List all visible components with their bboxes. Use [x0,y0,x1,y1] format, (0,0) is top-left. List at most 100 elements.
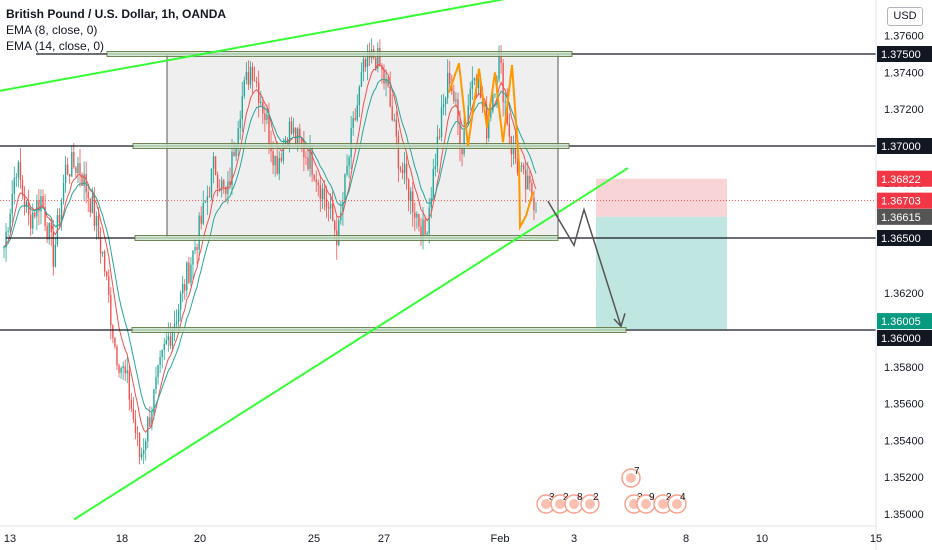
candle-body [455,99,457,102]
candle-body [502,63,504,102]
candle-body [184,284,186,291]
candle-body [216,175,219,189]
candle-body [508,123,510,137]
ema-slow-legend[interactable]: EMA (14, close, 0) [6,39,105,53]
candle-body [103,251,106,272]
candle-body [190,264,192,283]
stop-loss-zone [596,178,727,217]
price-tags-layer: 1.37500 1.37000 1.36500 1.36000 1.36822 1.367… [877,46,932,346]
level-zone-bar [131,327,627,333]
y-tick-label: 1.35400 [884,435,924,447]
event-flag-inner [672,499,682,509]
x-tick-label: 25 [308,533,320,545]
candle-body [282,143,285,161]
candle-body [95,215,98,226]
candle-body [399,168,402,170]
candle-body [206,196,209,203]
candle-body [218,188,221,191]
candle-body [446,72,449,98]
candle-body [91,196,94,213]
events-layer: 732823924 [536,466,687,514]
candle-body [233,152,235,157]
level-price-tag: 1.36000 [881,333,921,345]
x-tick-label: 10 [756,533,768,545]
candle-body [38,200,40,212]
candle-body [85,173,87,193]
y-tick-label: 1.35000 [884,509,924,521]
event-count-label: 7 [634,466,640,477]
candle-body [303,143,305,158]
x-tick-label: Feb [491,533,510,545]
candle-body [438,136,441,138]
event-count-label: 3 [549,492,555,503]
candle-body [504,101,506,103]
candle-body [403,163,406,174]
candle-body [77,163,79,173]
candle-body [418,214,420,227]
level-price-tag-bg [877,230,932,246]
candle-body [393,119,395,121]
candle-body [157,364,159,378]
candle-body [436,136,439,167]
candle-body [200,215,202,224]
candle-body [46,225,48,240]
candle-body [317,182,319,185]
candle-body [108,276,110,295]
candle-body [379,48,381,67]
y-tick-label: 1.37600 [884,31,924,43]
candle-body [7,231,9,232]
event-flag-inner [585,499,595,509]
candle-body [179,293,182,310]
candle-body [198,215,200,250]
candle-body [338,220,340,246]
x-tick-label: 8 [683,533,689,545]
last-price-tag: 1.36703 [881,196,921,208]
candle-body [492,94,494,112]
candle-body [128,370,130,400]
candle-body [461,147,463,154]
symbol-title[interactable]: British Pound / U.S. Dollar, 1h, OANDA [6,7,227,21]
event-count-label: 2 [666,492,672,503]
double-top-pattern [448,62,534,231]
currency-selector[interactable]: USD [887,7,923,26]
candle-body [471,80,474,89]
candle-body [151,412,153,427]
candle-body [231,152,233,185]
candle-body [459,121,461,148]
candle-body [89,198,91,213]
candle-body [54,244,57,267]
y-tick-label: 1.35600 [884,399,924,411]
x-tick-label: 15 [870,533,882,545]
candle-body [385,79,387,84]
candle-body [327,207,330,209]
candle-body [522,165,525,170]
candle-body [255,81,258,83]
candle-body [344,174,346,202]
candle-body [247,71,250,85]
candle-body [377,48,379,69]
candle-body [467,105,469,124]
candle-body [239,119,241,129]
candle-body [13,178,15,194]
candle-body [479,78,482,98]
candle-body [159,356,161,365]
candle-body [516,158,519,173]
candle-body [290,121,293,134]
candle-body [165,340,167,344]
projection-arrowhead [613,313,626,328]
candle-body [75,167,77,173]
candle-body [405,163,408,180]
candle-body [350,127,352,158]
ema-fast-legend[interactable]: EMA (8, close, 0) [6,23,98,37]
candle-body [360,72,363,87]
candle-body [87,192,89,199]
candle-body [514,145,517,159]
candle-body [272,151,274,166]
candle-body [358,86,361,106]
candle-body [381,66,383,70]
candle-body [142,449,145,454]
candle-body [469,88,471,106]
candle-body [416,214,418,218]
event-count-label: 2 [593,492,599,503]
